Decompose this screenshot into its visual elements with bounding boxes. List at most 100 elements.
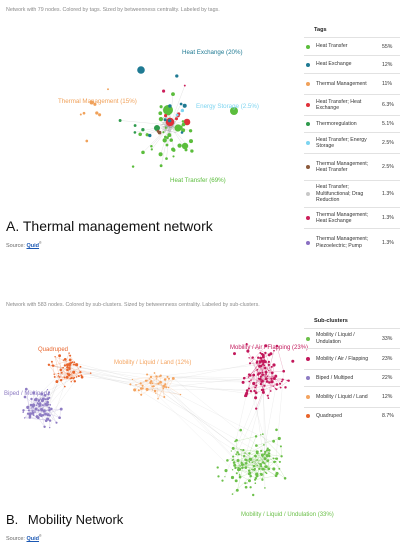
network-edge: [163, 124, 171, 133]
network-edge: [250, 375, 265, 386]
network-node: [44, 419, 48, 423]
network-node: [151, 389, 153, 391]
network-node: [180, 131, 184, 134]
network-node: [68, 358, 72, 362]
network-node: [35, 404, 38, 406]
network-node: [254, 396, 258, 400]
quid-source-link[interactable]: Quid: [26, 242, 40, 249]
network-node: [261, 467, 265, 471]
network-node: [274, 457, 278, 460]
network-node: [281, 378, 284, 381]
network-node: [238, 474, 241, 476]
legend-item-label: Thermal Management; Heat Exchange: [316, 211, 369, 224]
legend-color-dot-icon: [306, 376, 310, 380]
network-edge: [152, 389, 181, 395]
network-edge: [255, 384, 278, 388]
network-node: [167, 386, 170, 389]
network-node: [233, 463, 237, 467]
network-edge: [249, 345, 266, 364]
network-node: [63, 376, 66, 379]
network-node: [190, 149, 194, 153]
network-node: [263, 453, 266, 456]
network-node: [63, 358, 67, 361]
network-edge: [258, 461, 275, 464]
network-edge: [254, 468, 263, 480]
network-node: [234, 440, 236, 443]
network-node: [62, 366, 64, 369]
network-label-heat-transfer: Heat Transfer (69%): [170, 177, 226, 184]
network-node: [266, 375, 269, 377]
network-node: [89, 372, 92, 374]
network-edge: [232, 475, 251, 495]
network-edge: [169, 124, 174, 151]
network-node: [29, 403, 33, 407]
network-edge: [166, 125, 170, 132]
network-edge: [169, 85, 185, 126]
network-edge: [120, 120, 171, 126]
network-node: [252, 373, 256, 377]
network-node: [261, 371, 264, 374]
legend-item: Thermal Management; Heat Exchange 1.3%: [304, 207, 400, 228]
network-edge: [26, 389, 31, 414]
legend-item-percent: 2.5%: [382, 164, 394, 170]
network-node: [272, 385, 274, 387]
network-node: [36, 402, 39, 404]
network-edge: [23, 363, 70, 411]
network-edge: [41, 394, 49, 410]
network-edge: [261, 466, 277, 476]
legend-heading: Tags: [314, 27, 327, 33]
network-node: [231, 493, 234, 495]
network-node: [268, 381, 271, 384]
network-node: [153, 389, 157, 393]
network-node: [262, 461, 265, 464]
network-node: [133, 131, 137, 134]
quid-source-link[interactable]: Quid: [26, 535, 40, 542]
network-node: [175, 74, 179, 78]
network-node: [244, 462, 248, 465]
network-node: [253, 478, 257, 481]
network-node: [266, 447, 269, 450]
network-node: [287, 379, 290, 382]
network-edge: [166, 124, 171, 159]
network-node: [267, 397, 270, 399]
network-label-heat-exchange: Heat Exchange (20%): [182, 49, 243, 56]
network-node: [79, 365, 82, 368]
network-node: [165, 157, 168, 160]
network-node: [180, 108, 185, 113]
registered-mark: ®: [39, 534, 42, 538]
network-edge: [260, 434, 282, 457]
legend-item-label: Thermal Management: [316, 80, 367, 87]
network-label-biped-multiped: Biped / Multiped: [4, 391, 47, 397]
network-node: [236, 458, 240, 463]
network-edge: [164, 386, 251, 477]
network-edge: [150, 383, 246, 454]
network-node: [22, 411, 24, 413]
network-node: [35, 397, 38, 400]
network-node: [149, 382, 152, 385]
legend-item-label: Mobility / Air / Flapping: [316, 355, 369, 362]
network-edge: [244, 452, 261, 465]
network-node: [266, 459, 270, 462]
network-node: [169, 138, 173, 142]
network-node: [58, 354, 61, 358]
network-node: [274, 374, 278, 378]
network-edge: [173, 125, 175, 130]
network-node: [47, 363, 51, 366]
network-node: [163, 378, 167, 381]
network-node: [251, 461, 254, 463]
legend-color-dot-icon: [306, 44, 310, 49]
network-node: [267, 363, 271, 367]
network-node: [260, 473, 263, 476]
thermal-network-graph: Heat Exchange (20%) Thermal Management (…: [58, 49, 259, 184]
tags-legend-list: Heat Transfer 55% Heat Exchange 12% Thermal …: [304, 37, 400, 256]
network-node: [37, 409, 40, 412]
network-node: [252, 464, 256, 468]
network-node: [256, 373, 260, 376]
legend-color-dot-icon: [306, 395, 310, 399]
network-edge: [58, 373, 75, 378]
legend-item-percent: 5.1%: [382, 121, 394, 127]
network-edge: [249, 436, 257, 454]
network-node: [148, 133, 152, 138]
network-node: [246, 482, 248, 484]
network-node: [159, 164, 163, 168]
